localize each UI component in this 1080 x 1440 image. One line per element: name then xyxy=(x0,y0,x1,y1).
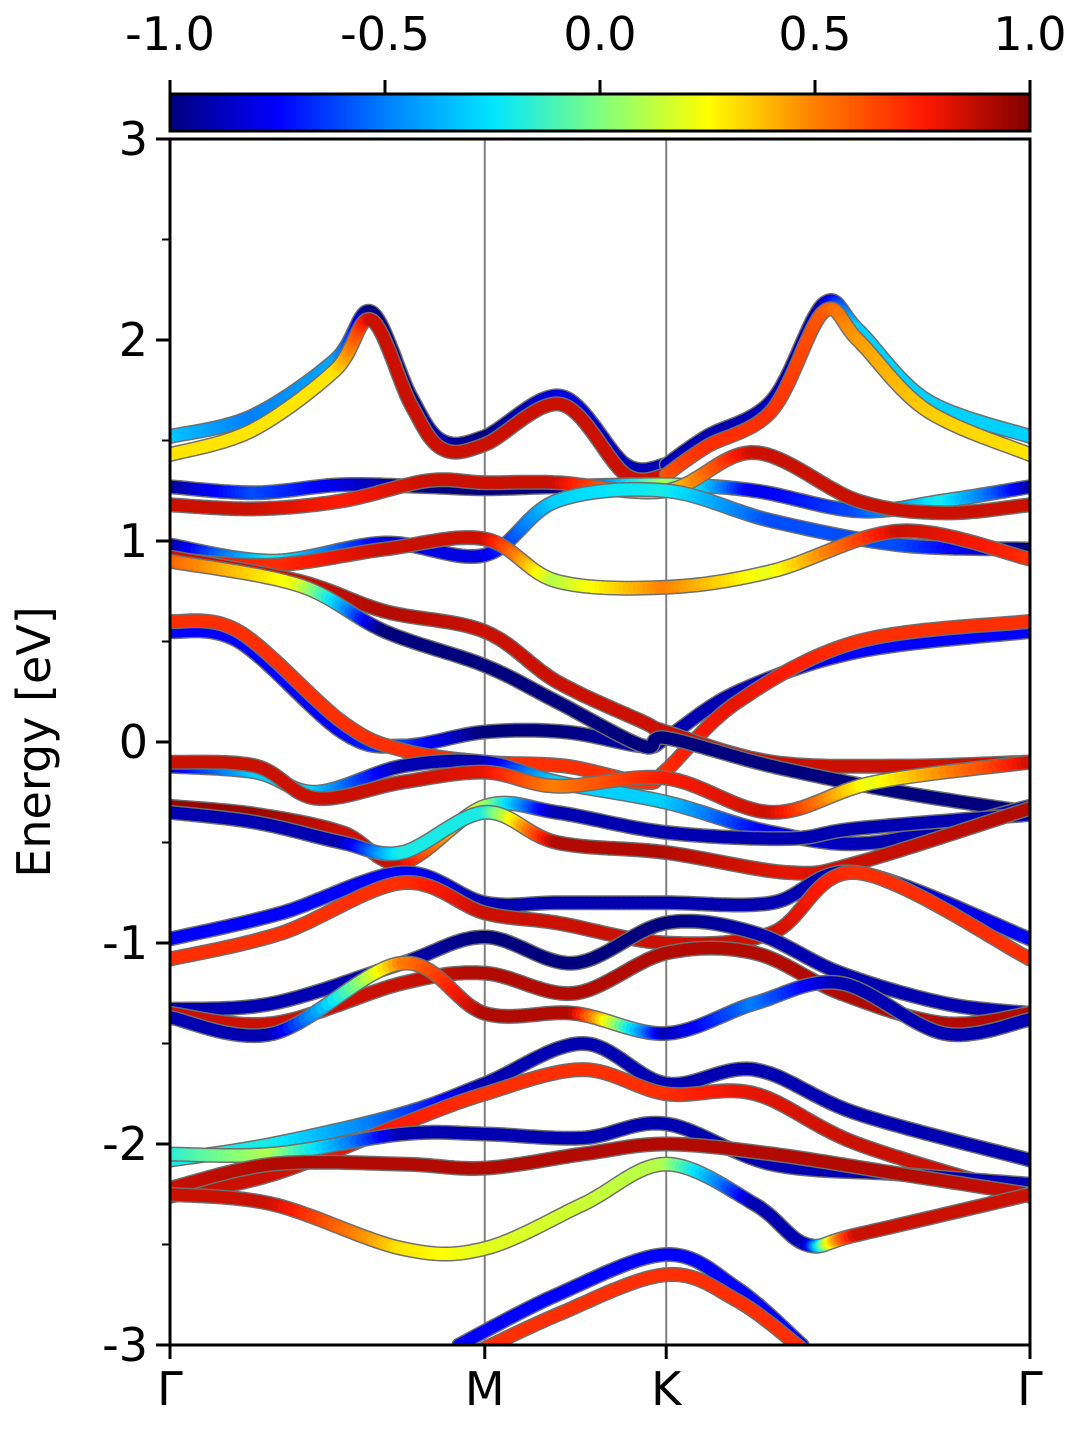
band-15 xyxy=(170,800,1030,881)
y-tick-label: -1 xyxy=(102,916,148,970)
y-tick-label: 2 xyxy=(119,313,148,367)
colorbar-tick-label: -1.0 xyxy=(125,7,215,61)
colorbar-tick-label: 0.5 xyxy=(778,7,851,61)
band-18 xyxy=(170,913,1030,1021)
colorbar-tick-label: -0.5 xyxy=(340,7,430,61)
band-3 xyxy=(658,301,1030,483)
y-tick-label: 1 xyxy=(119,514,148,568)
colorbar-tick-label: 1.0 xyxy=(993,7,1066,61)
x-tick-label: Γ xyxy=(1017,1362,1043,1416)
y-tick-label: 0 xyxy=(119,715,148,769)
colorbar: -1.0 -0.5 0.0 0.5 1.0 xyxy=(125,7,1067,133)
bands xyxy=(170,293,1030,1345)
colorbar-gradient xyxy=(168,92,1032,133)
y-tick-label: -3 xyxy=(102,1318,148,1372)
band-outline xyxy=(170,303,674,478)
band-13 xyxy=(170,754,1030,820)
colorbar-tick-label: 0.0 xyxy=(563,7,636,61)
band-5 xyxy=(170,445,1030,521)
x-tick-label: M xyxy=(465,1362,505,1416)
y-tick-label: -2 xyxy=(102,1117,148,1171)
band-17 xyxy=(170,864,1030,967)
band-7 xyxy=(170,523,1030,596)
band-0 xyxy=(170,303,674,478)
axes: -3 -2 -1 0 1 2 3 Γ M K Γ xyxy=(102,112,1043,1416)
x-tick-label: K xyxy=(651,1362,683,1416)
x-tick-label: Γ xyxy=(157,1362,183,1416)
y-tick-label: 3 xyxy=(119,112,148,166)
band-20 xyxy=(170,955,1030,1044)
band-1 xyxy=(170,311,674,488)
